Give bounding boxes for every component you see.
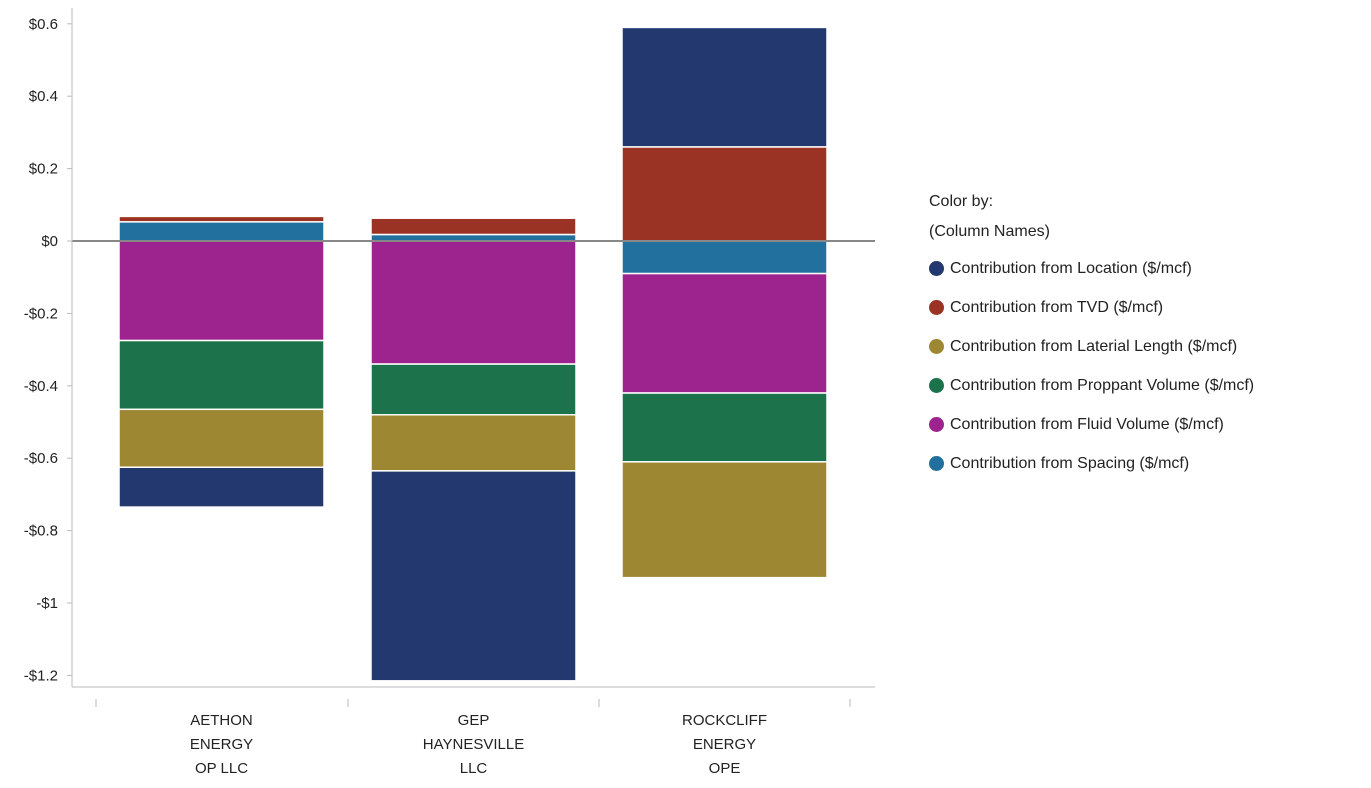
bar-segment[interactable] [621, 26, 828, 148]
legend-items: Contribution from Location ($/mcf) Contri… [929, 256, 1254, 476]
legend-item[interactable]: Contribution from Fluid Volume ($/mcf) [929, 412, 1254, 437]
bar-segment[interactable] [621, 146, 828, 242]
legend-label: Contribution from Laterial Length ($/mcf… [950, 337, 1238, 355]
x-axis: AETHON ENERGY OP LLC GEP HAYNESVILLE LLC ROCKC… [95, 699, 851, 777]
y-tick-label: -$1 [36, 595, 58, 612]
y-tick-label: -$0.8 [24, 523, 58, 540]
legend-item[interactable]: Contribution from Laterial Length ($/mcf… [929, 334, 1254, 359]
bar-segment[interactable] [118, 221, 325, 242]
x-tick-label: HAYNESVILLE [423, 736, 524, 753]
legend-swatch [929, 261, 944, 276]
y-tick-label: $0 [41, 233, 58, 250]
legend-title: Color by: [929, 193, 994, 210]
bar-segment[interactable] [118, 466, 325, 508]
bar-segment[interactable] [118, 240, 325, 342]
bar-segment[interactable] [370, 240, 577, 365]
x-tick-label: ROCKCLIFF [682, 712, 767, 729]
y-axis: $0.6 $0.4 $0.2 $0 -$0.2 -$0.4 -$0.6 -$0.8 -$1 -$1… [24, 16, 72, 684]
legend-swatch [929, 339, 944, 354]
bar-segment[interactable] [370, 363, 577, 416]
legend-label: Contribution from TVD ($/mcf) [950, 298, 1164, 316]
x-tick-label: GEP [458, 712, 490, 729]
x-tick-label: ENERGY [693, 736, 756, 753]
legend-swatch [929, 300, 944, 315]
x-tick-label: AETHON [190, 712, 253, 729]
y-tick-label: $0.6 [29, 16, 58, 33]
legend-label: Contribution from Spacing ($/mcf) [950, 454, 1190, 472]
bar-segment[interactable] [370, 470, 577, 682]
bar-segment[interactable] [621, 240, 828, 275]
x-tick-label: ENERGY [190, 736, 253, 753]
legend-item[interactable]: Contribution from Proppant Volume ($/mcf… [929, 373, 1254, 398]
legend-swatch [929, 378, 944, 393]
legend-label: Contribution from Proppant Volume ($/mcf… [950, 376, 1255, 394]
legend-swatch [929, 456, 944, 471]
y-tick-label: -$0.2 [24, 305, 58, 322]
y-tick-label: -$0.4 [24, 378, 58, 395]
y-tick-label: $0.2 [29, 161, 58, 178]
bar-segment[interactable] [370, 414, 577, 472]
x-tick-label: OP LLC [195, 760, 248, 777]
bar-segment[interactable] [118, 339, 325, 411]
bar-segment[interactable] [621, 272, 828, 394]
legend-subtitle: (Column Names) [929, 223, 1050, 240]
legend-item[interactable]: Contribution from Location ($/mcf) [929, 256, 1254, 281]
y-tick-label: -$0.6 [24, 450, 58, 467]
bar-segment[interactable] [118, 408, 325, 468]
y-tick-label: -$1.2 [24, 667, 58, 684]
legend-label: Contribution from Location ($/mcf) [950, 259, 1192, 277]
y-tick-label: $0.4 [29, 88, 58, 105]
x-tick-label: LLC [460, 760, 488, 777]
bar-segment[interactable] [621, 392, 828, 463]
bars-layer [118, 26, 828, 682]
legend-swatch [929, 417, 944, 432]
legend-item[interactable]: Contribution from TVD ($/mcf) [929, 295, 1254, 320]
legend-label: Contribution from Fluid Volume ($/mcf) [950, 415, 1224, 433]
x-tick-label: OPE [709, 760, 741, 777]
legend: Color by: (Column Names) Contribution fr… [929, 190, 1254, 490]
bar-segment[interactable] [118, 215, 325, 223]
bar-segment[interactable] [370, 217, 577, 236]
legend-item[interactable]: Contribution from Spacing ($/mcf) [929, 451, 1254, 476]
bar-segment[interactable] [621, 461, 828, 579]
